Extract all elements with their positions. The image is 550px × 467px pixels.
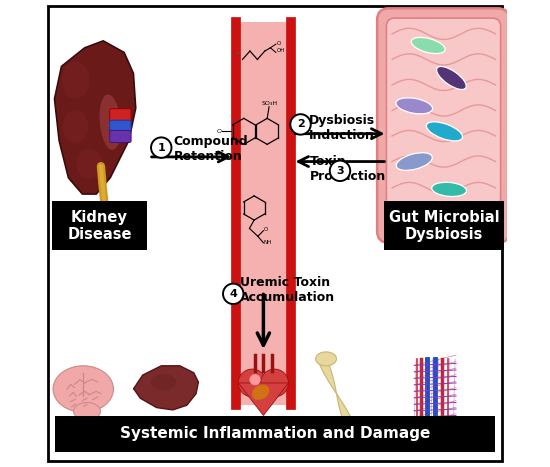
Ellipse shape: [252, 385, 270, 400]
Ellipse shape: [396, 98, 433, 114]
FancyBboxPatch shape: [55, 416, 495, 452]
Text: Systemic Inflammation and Damage: Systemic Inflammation and Damage: [120, 426, 430, 441]
FancyBboxPatch shape: [47, 6, 503, 461]
FancyBboxPatch shape: [110, 120, 131, 132]
Ellipse shape: [316, 352, 337, 366]
FancyBboxPatch shape: [52, 201, 147, 250]
Text: Uremic Toxin
Accumulation: Uremic Toxin Accumulation: [240, 276, 336, 304]
Text: *: *: [236, 51, 240, 60]
Ellipse shape: [396, 153, 432, 170]
Text: Compound
Retention: Compound Retention: [174, 134, 249, 163]
FancyBboxPatch shape: [110, 109, 131, 121]
Polygon shape: [238, 383, 288, 416]
Text: Gut Microbial
Dysbiosis: Gut Microbial Dysbiosis: [389, 210, 499, 242]
Text: 1: 1: [157, 142, 165, 153]
Ellipse shape: [432, 182, 466, 197]
Text: O: O: [277, 41, 280, 46]
Text: O: O: [217, 129, 222, 134]
Text: SO₃H: SO₃H: [262, 101, 278, 106]
Ellipse shape: [63, 111, 88, 143]
FancyBboxPatch shape: [110, 130, 131, 142]
Polygon shape: [134, 366, 199, 410]
Circle shape: [290, 114, 311, 134]
Text: Dysbiosis
Induction: Dysbiosis Induction: [309, 114, 375, 142]
FancyBboxPatch shape: [235, 22, 292, 405]
Circle shape: [261, 369, 288, 397]
FancyBboxPatch shape: [387, 18, 500, 234]
Circle shape: [250, 374, 261, 385]
Text: 4: 4: [229, 289, 237, 299]
Ellipse shape: [426, 122, 463, 141]
Circle shape: [223, 283, 244, 304]
Ellipse shape: [53, 366, 113, 412]
FancyBboxPatch shape: [377, 8, 509, 243]
FancyBboxPatch shape: [384, 201, 504, 250]
Ellipse shape: [151, 374, 177, 390]
Ellipse shape: [100, 94, 121, 150]
Text: O: O: [264, 226, 268, 232]
Ellipse shape: [339, 423, 357, 434]
Text: Kidney
Disease: Kidney Disease: [67, 210, 132, 242]
Ellipse shape: [437, 66, 466, 90]
Text: 2: 2: [296, 120, 304, 129]
Circle shape: [238, 369, 266, 397]
Text: OH: OH: [277, 49, 285, 53]
Ellipse shape: [76, 149, 102, 179]
Ellipse shape: [74, 403, 101, 420]
Circle shape: [330, 161, 350, 181]
Ellipse shape: [62, 62, 89, 99]
Text: Toxin
Production: Toxin Production: [310, 155, 386, 183]
Text: 3: 3: [336, 166, 344, 176]
Circle shape: [151, 137, 172, 158]
Ellipse shape: [411, 37, 445, 54]
Text: NH: NH: [264, 240, 272, 245]
Polygon shape: [319, 363, 354, 424]
Polygon shape: [54, 41, 136, 194]
